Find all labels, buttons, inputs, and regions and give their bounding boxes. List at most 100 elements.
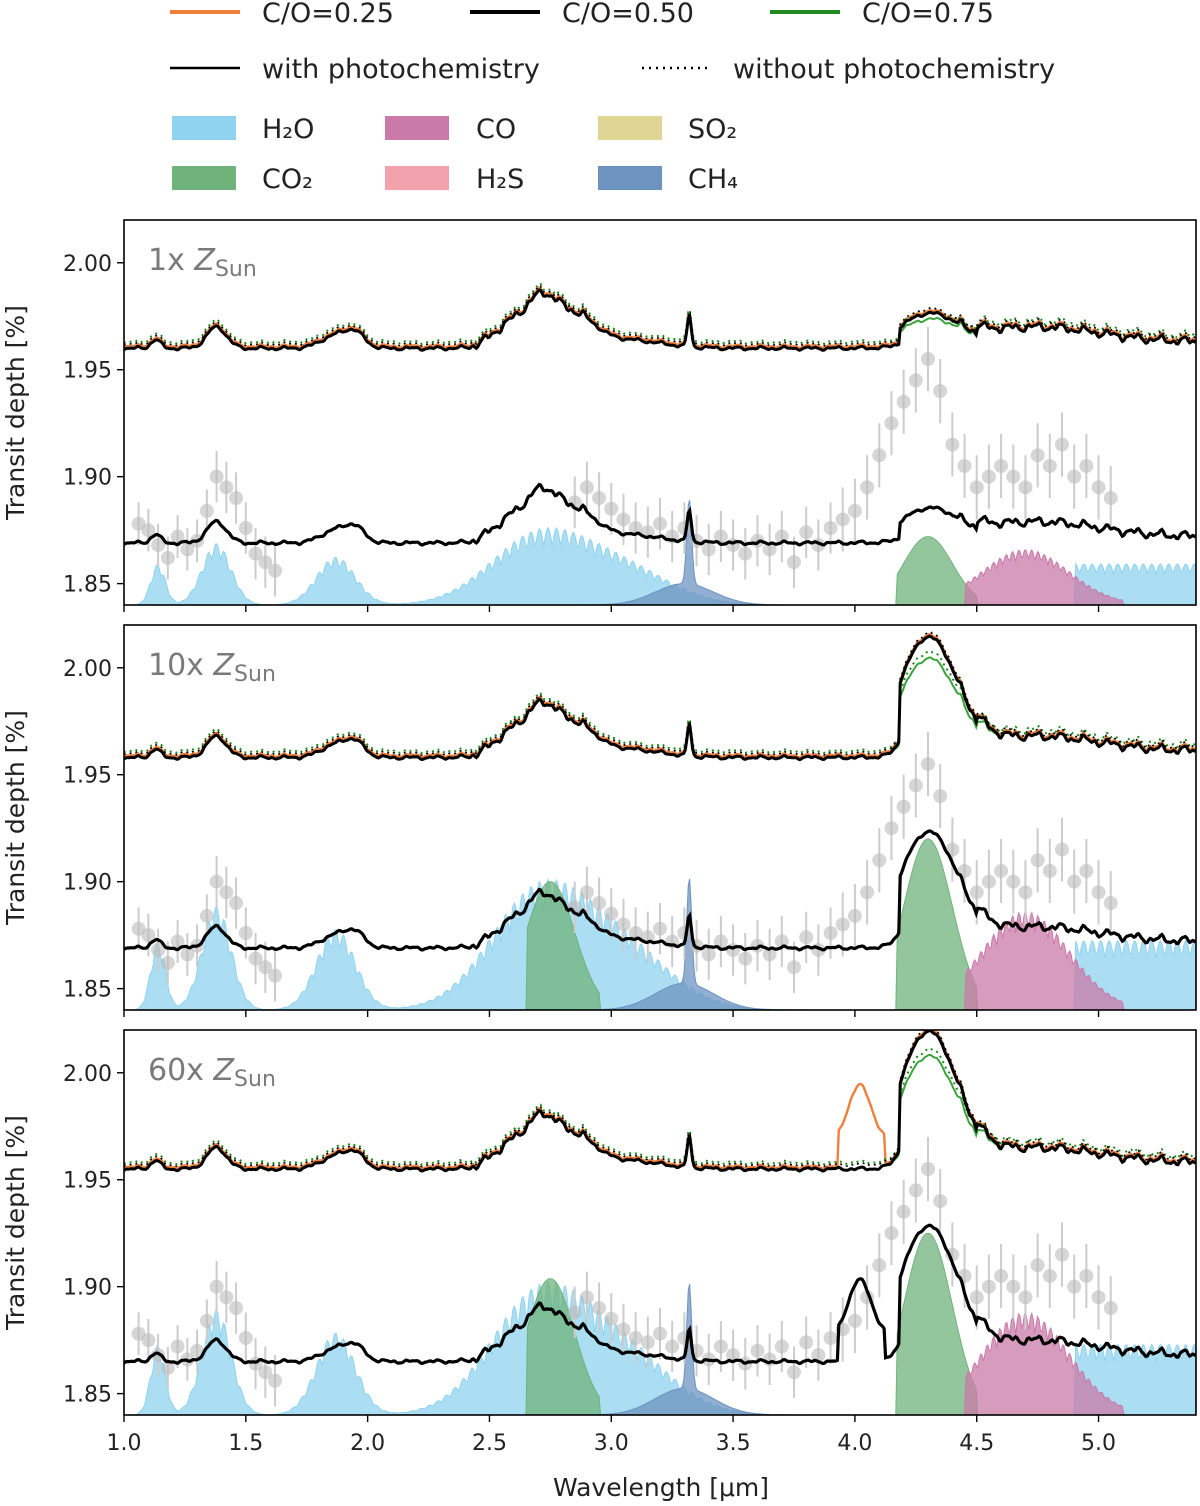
observation-point [799, 930, 814, 945]
legend-co2-label: CO₂ [262, 164, 313, 195]
observation-point [921, 352, 935, 367]
observation-point [592, 1301, 607, 1316]
co-contribution-area [124, 1311, 1196, 1415]
x-tick-label: 1.5 [228, 1431, 263, 1456]
observation-point [823, 1331, 838, 1345]
legend-co025-label: C/O=0.25 [262, 0, 394, 29]
panel-label-symbol: Z [212, 648, 235, 683]
observation-point [933, 1194, 948, 1209]
y-tick-label: 1.85 [63, 573, 112, 598]
observation-point [229, 896, 244, 911]
observation-point [1006, 1279, 1021, 1294]
y-tick-label: 1.85 [63, 978, 112, 1003]
observation-point [847, 908, 862, 923]
observation-point [787, 555, 801, 570]
observation-point [957, 458, 972, 473]
y-tick-label: 1.90 [63, 466, 112, 491]
observation-point [969, 480, 984, 495]
observation-point [141, 523, 156, 538]
observation-point [160, 1360, 175, 1375]
legend-h2o-label: H₂O [262, 114, 314, 145]
x-tick-label: 2.5 [472, 1431, 507, 1456]
observation-point [1091, 1290, 1106, 1305]
observation-point [847, 1313, 862, 1328]
legend-ch4-label: CH₄ [688, 164, 738, 195]
observation-point [823, 926, 838, 940]
observation-point [592, 896, 607, 911]
y-tick-label: 1.90 [63, 871, 112, 896]
panel-label-sub: Sun [234, 1067, 276, 1092]
observation-point [896, 1204, 911, 1219]
observation-point [219, 480, 234, 495]
observation-point [921, 757, 935, 772]
observation-point [579, 1290, 594, 1305]
panel-2: 1.85 1.90 1.95 2.00 Transit depth [%] 10x ZSu… [1, 624, 1197, 1017]
observation-point [896, 799, 911, 814]
observation-point [1067, 1279, 1082, 1294]
observation-point [1103, 896, 1118, 911]
observation-point [579, 885, 594, 900]
observation-point [248, 951, 263, 966]
observation-point [592, 491, 607, 506]
observation-point [258, 1365, 273, 1380]
co2-contribution-area [124, 536, 1196, 605]
x-tick-label: 3.0 [594, 1431, 629, 1456]
observation-point [604, 501, 619, 516]
model-co050-offset [124, 1030, 1196, 1173]
observation-point [823, 521, 838, 535]
x-tick-label: 4.0 [837, 1431, 872, 1456]
legend-h2o-swatch [172, 116, 236, 140]
observation-point [884, 416, 899, 431]
observation-point [933, 384, 948, 399]
y-tick-label: 2.00 [63, 252, 112, 277]
observation-point [238, 926, 253, 940]
observation-point [604, 1311, 619, 1326]
observation-point [579, 480, 594, 495]
model-co050-offset [124, 634, 1196, 762]
observation-point [1030, 448, 1045, 463]
observation-point [908, 778, 923, 793]
legend-with-photochem-label: with photochemistry [262, 54, 540, 85]
observation-point [229, 1301, 244, 1316]
legend-co2-swatch [172, 166, 236, 190]
legend-co050-label: C/O=0.50 [562, 0, 694, 29]
observation-point [994, 458, 1009, 473]
panel-1: 1.85 1.90 1.95 2.00 Transit depth [%] 1x ZSun [1, 219, 1197, 612]
co2-contribution-area [124, 838, 1196, 1010]
observation-point [219, 885, 234, 900]
observation-point [872, 448, 887, 463]
model-co050-shifted [124, 829, 1196, 952]
observation-point [628, 521, 643, 535]
model-co050-shifted [124, 1223, 1196, 1366]
observation-point [1055, 1247, 1069, 1262]
observation-point [199, 503, 214, 518]
observation-point [199, 1313, 214, 1328]
model-co075-nophotochem [124, 282, 1196, 345]
y-tick-label: 2.00 [63, 657, 112, 682]
observation-point [896, 394, 911, 409]
observation-point [628, 1331, 643, 1345]
model-co050-shifted [124, 482, 1196, 547]
ch4-contribution-area [124, 499, 1196, 605]
observation-point [190, 1343, 205, 1358]
observation-point [969, 885, 984, 900]
x-tick-label: 5.0 [1081, 1431, 1116, 1456]
observation-point [835, 917, 850, 932]
observation-point [170, 529, 185, 544]
panel-label-prefix: 1x [148, 243, 194, 278]
observation-point [199, 908, 214, 923]
observation-point [701, 542, 716, 557]
observation-point [665, 1339, 680, 1354]
observation-point [653, 1326, 667, 1341]
model-co075-offset [124, 1053, 1196, 1173]
observation-point [774, 1339, 789, 1354]
model-co075-nophotochem [124, 649, 1196, 755]
panel-label-symbol: Z [212, 1053, 235, 1088]
observation-point [160, 550, 175, 565]
observation-point [981, 469, 996, 484]
observation-point [258, 960, 273, 975]
observation-point [921, 1162, 935, 1177]
observation-point [884, 821, 899, 836]
observation-point [248, 546, 263, 561]
